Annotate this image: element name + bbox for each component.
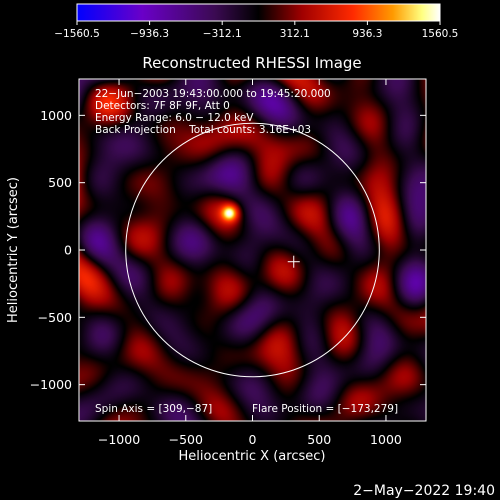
colorbar: −1560.5 −936.3 −312.1 312.1 936.3 1560.5	[54, 3, 458, 40]
spin-axis-label: Spin Axis = [309,−87]	[95, 403, 212, 415]
timestamp: 2−May−2022 19:40	[353, 483, 495, 499]
y-tick-label: 1000	[40, 108, 72, 123]
heatmap-raster	[79, 79, 426, 421]
chart-title: Reconstructed RHESSI Image	[142, 54, 361, 72]
y-tick-label: 0	[64, 243, 72, 258]
x-tick-label: 0	[249, 432, 257, 447]
colorbar-tick-label: 312.1	[280, 28, 310, 40]
info-detectors: Detectors: 7F 8F 9F, Att 0	[95, 100, 230, 112]
x-tick-label: −500	[169, 432, 203, 447]
x-axis-label: Heliocentric X (arcsec)	[179, 449, 326, 464]
spin-axis-marker	[287, 255, 300, 268]
info-energy-range: Energy Range: 6.0 − 12.0 keV	[95, 112, 254, 124]
y-axis-label: Heliocentric Y (arcsec)	[6, 177, 21, 323]
flare-position-label: Flare Position = [−173,279]	[252, 403, 398, 415]
colorbar-tick-label: −1560.5	[54, 28, 100, 40]
x-tick-label: −1000	[98, 432, 140, 447]
colorbar-gradient	[76, 3, 441, 22]
colorbar-tick-label: 936.3	[352, 28, 382, 40]
x-axis-ticks: −1000 −500 0 500 1000	[98, 79, 402, 447]
info-time-range: 22−Jun−2003 19:43:00.000 to 19:45:20.000	[95, 88, 331, 100]
y-tick-label: −500	[38, 310, 72, 325]
info-overlay: 22−Jun−2003 19:43:00.000 to 19:45:20.000…	[95, 88, 398, 415]
heatmap-image	[79, 79, 426, 421]
y-axis-ticks: −1000 −500 0 500 1000	[30, 108, 426, 392]
y-tick-label: −1000	[30, 377, 72, 392]
x-tick-label: 500	[307, 432, 331, 447]
colorbar-tick-label: 1560.5	[422, 28, 459, 40]
colorbar-tick-label: −312.1	[203, 28, 242, 40]
y-tick-label: 500	[48, 175, 72, 190]
colorbar-tick-label: −936.3	[130, 28, 169, 40]
solar-limb-circle	[125, 122, 380, 378]
x-tick-label: 1000	[370, 432, 402, 447]
info-method-counts: Back Projection Total counts: 3.16E+03	[95, 124, 311, 136]
colorbar-ticks: −1560.5 −936.3 −312.1 312.1 936.3 1560.5	[54, 21, 458, 40]
